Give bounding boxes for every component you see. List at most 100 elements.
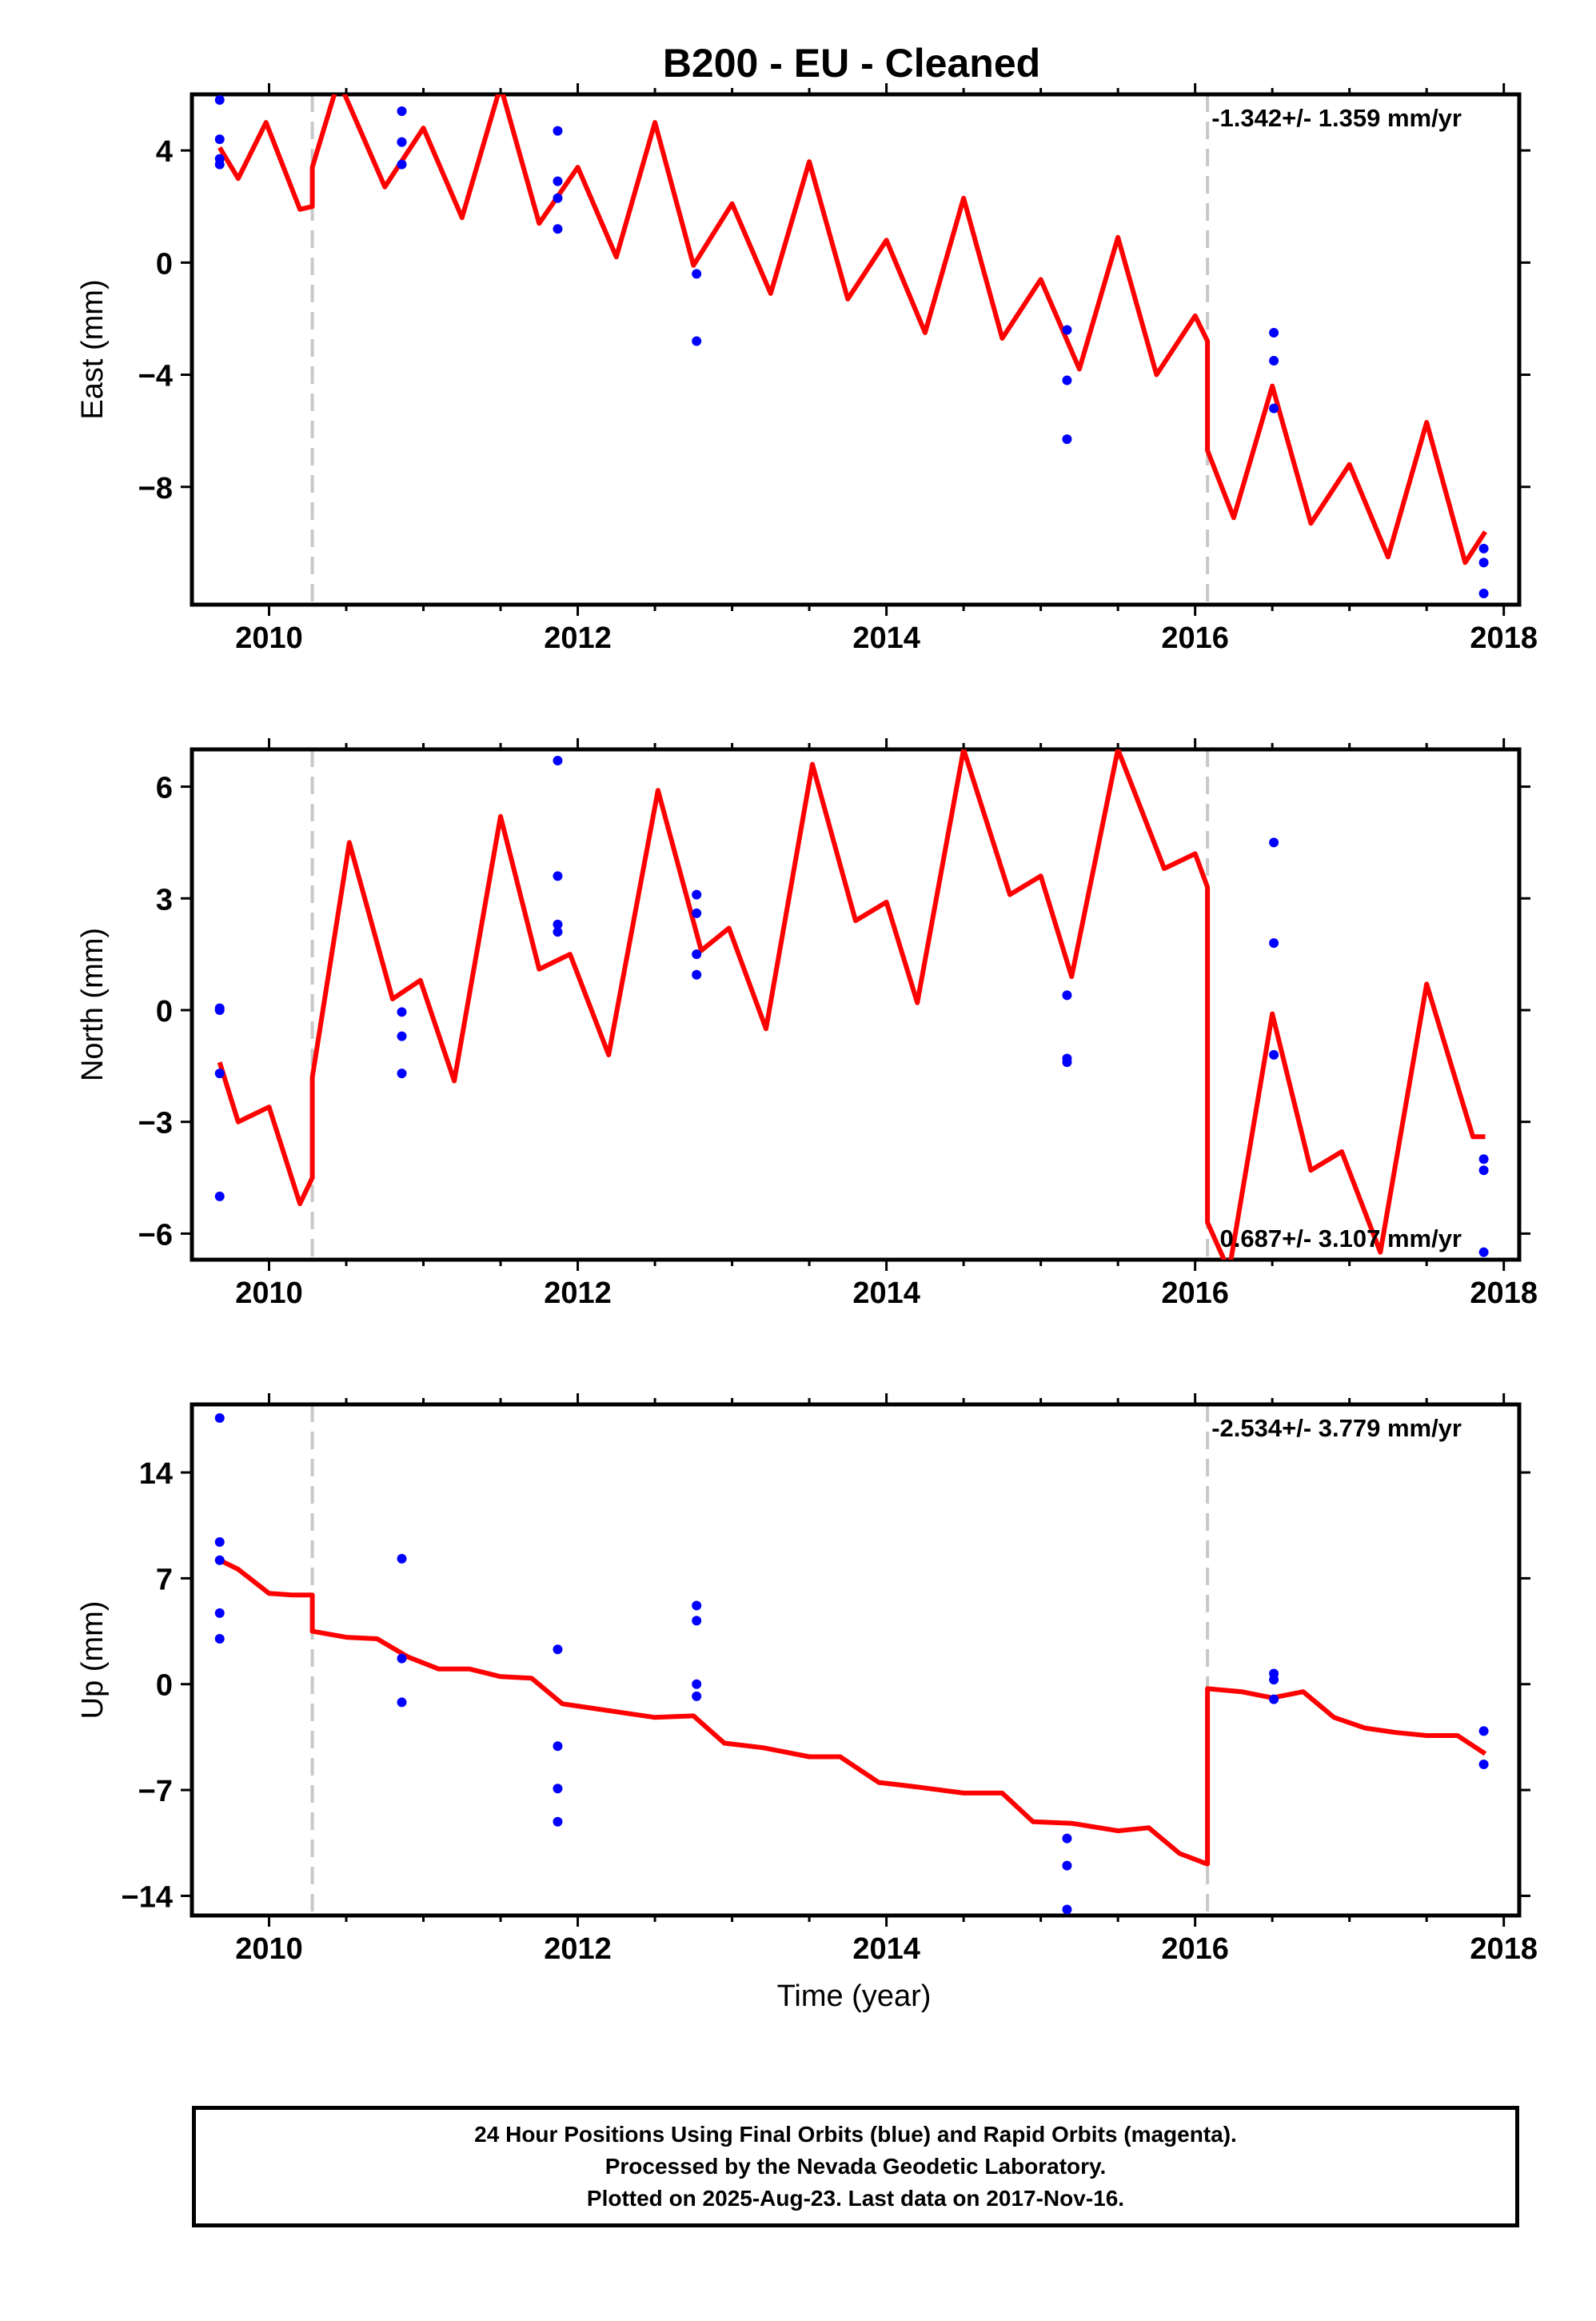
data-point	[397, 1653, 407, 1664]
plot-frame	[190, 1402, 1522, 1918]
x-tick-label: 2016	[1161, 1932, 1229, 1966]
data-point	[1269, 1049, 1279, 1060]
data-point	[1062, 325, 1072, 335]
data-point	[397, 106, 407, 117]
data-point	[397, 1007, 407, 1017]
data-point	[1478, 1165, 1489, 1176]
data-point	[1062, 1057, 1072, 1068]
data-point	[1269, 837, 1279, 848]
data-point	[1478, 1154, 1489, 1164]
data-point	[214, 95, 225, 106]
data-point	[1062, 1860, 1072, 1871]
data-point	[1478, 1759, 1489, 1769]
y-axis-label: Up (mm)	[76, 1601, 110, 1720]
x-tick-label: 2012	[544, 621, 612, 655]
y-tick-label: 6	[156, 772, 173, 805]
panels: 2010 2012 2014 2016 2018 4 0 −4 −8 East (mm) -1.34…	[76, 83, 1538, 1966]
y-tick-label: −14	[122, 1880, 173, 1914]
data-point	[1062, 375, 1072, 386]
panel-north: 2010 2012 2014 2016 2018 6 3 0 −3 −6 North (mm) 0.6…	[76, 738, 1538, 1310]
data-point	[692, 949, 702, 960]
model-fit-line	[217, 94, 1488, 565]
y-tick-label: 0	[156, 247, 173, 281]
model-fit-line	[218, 1558, 1487, 1867]
panel-up: 2010 2012 2014 2016 2018 14 7 0 −7 −14 Up (mm) -2.5…	[76, 1393, 1538, 1966]
panel-east: 2010 2012 2014 2016 2018 4 0 −4 −8 East (mm) -1.34…	[76, 83, 1538, 655]
x-tick-label: 2018	[1470, 621, 1538, 655]
data-point	[1269, 403, 1279, 413]
data-point	[692, 1679, 702, 1689]
data-point	[1269, 356, 1279, 366]
data-point	[692, 1600, 702, 1611]
data-point	[553, 755, 563, 765]
y-tick-label: −6	[138, 1218, 173, 1252]
data-point	[214, 1634, 225, 1644]
data-point	[214, 1555, 225, 1565]
y-tick-label: 4	[156, 135, 173, 169]
data-point	[1062, 990, 1072, 1001]
data-point	[553, 224, 563, 234]
data-point	[692, 969, 702, 980]
data-point	[553, 193, 563, 203]
data-point	[214, 134, 225, 145]
figure-title: B200 - EU - Cleaned	[663, 41, 1040, 86]
data-point	[692, 908, 702, 918]
x-tick-label: 2016	[1161, 621, 1229, 655]
x-tick-label: 2018	[1470, 1932, 1538, 1966]
data-point	[397, 159, 407, 170]
data-point	[1269, 938, 1279, 949]
x-tick-label: 2010	[235, 1932, 303, 1966]
data-point	[692, 269, 702, 279]
data-point	[1269, 327, 1279, 338]
x-tick-label: 2010	[235, 621, 303, 655]
data-point	[397, 1069, 407, 1079]
data-point	[214, 1608, 225, 1618]
plot-frame	[190, 747, 1522, 1262]
y-tick-label: 14	[139, 1457, 173, 1491]
data-point	[692, 336, 702, 346]
data-point	[1062, 1904, 1072, 1915]
x-tick-label: 2012	[544, 1276, 612, 1310]
data-point	[214, 1191, 225, 1201]
y-axis-label: North (mm)	[76, 928, 110, 1081]
rate-label: -2.534+/- 3.779 mm/yr	[1211, 1414, 1462, 1442]
rate-label: -1.342+/- 1.359 mm/yr	[1211, 104, 1462, 132]
footer-info-box: 24 Hour Positions Using Final Orbits (bl…	[192, 2106, 1519, 2227]
model-fit-line	[217, 749, 1486, 1260]
y-tick-label: 0	[156, 1669, 173, 1703]
footer-line-plotted: Plotted on 2025-Aug-23. Last data on 201…	[586, 2186, 1125, 2211]
data-point	[553, 1644, 563, 1655]
footer-line-orbits: 24 Hour Positions Using Final Orbits (bl…	[474, 2122, 1237, 2147]
data-point	[1478, 588, 1489, 598]
y-axis-label: East (mm)	[76, 279, 110, 419]
x-tick-label: 2014	[852, 1276, 920, 1310]
y-tick-label: −8	[138, 472, 173, 505]
footer-line-processed: Processed by the Nevada Geodetic Laborat…	[604, 2154, 1107, 2179]
data-point	[553, 176, 563, 186]
data-point	[1478, 557, 1489, 568]
data-point	[397, 1697, 407, 1708]
data-point	[1478, 1726, 1489, 1736]
data-point	[553, 871, 563, 881]
x-axis-label: Time (year)	[777, 1979, 932, 2013]
rate-label: 0.687+/- 3.107 mm/yr	[1220, 1224, 1462, 1252]
data-point	[1478, 543, 1489, 553]
data-point	[553, 927, 563, 937]
data-point	[553, 1741, 563, 1752]
x-tick-label: 2018	[1470, 1276, 1538, 1310]
y-tick-label: 7	[156, 1563, 173, 1596]
data-point	[397, 1031, 407, 1041]
data-point	[397, 1553, 407, 1564]
x-tick-label: 2012	[544, 1932, 612, 1966]
data-point	[1269, 1694, 1279, 1704]
data-point	[397, 137, 407, 147]
x-tick-label: 2014	[852, 1932, 920, 1966]
data-point	[1478, 1247, 1489, 1257]
x-tick-label: 2016	[1161, 1276, 1229, 1310]
y-tick-label: 0	[156, 995, 173, 1029]
data-point	[214, 1537, 225, 1548]
data-point	[692, 889, 702, 900]
plot-frame	[190, 92, 1522, 607]
data-point	[553, 126, 563, 136]
